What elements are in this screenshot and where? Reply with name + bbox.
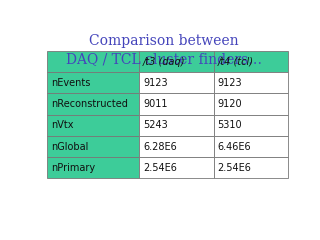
Text: nVtx: nVtx <box>51 120 74 130</box>
Bar <box>214 94 288 115</box>
Bar <box>139 51 214 72</box>
Bar <box>139 136 214 157</box>
Text: 9123: 9123 <box>143 78 168 88</box>
Bar <box>47 136 139 157</box>
Bar <box>139 157 214 179</box>
Bar <box>214 51 288 72</box>
Text: nEvents: nEvents <box>51 78 91 88</box>
Bar <box>214 157 288 179</box>
Bar <box>214 115 288 136</box>
Text: nGlobal: nGlobal <box>51 142 89 152</box>
Text: 9011: 9011 <box>143 99 167 109</box>
Bar <box>214 136 288 157</box>
Text: 9123: 9123 <box>217 78 242 88</box>
Bar <box>47 157 139 179</box>
Bar <box>47 72 139 94</box>
Text: 2.54E6: 2.54E6 <box>217 163 251 173</box>
Text: /t3 (daq): /t3 (daq) <box>143 57 185 67</box>
Bar <box>139 115 214 136</box>
Text: 6.28E6: 6.28E6 <box>143 142 177 152</box>
Bar <box>214 72 288 94</box>
Text: nReconstructed: nReconstructed <box>51 99 128 109</box>
Text: 2.54E6: 2.54E6 <box>143 163 177 173</box>
Text: 5243: 5243 <box>143 120 168 130</box>
Text: nPrimary: nPrimary <box>51 163 95 173</box>
Bar <box>139 94 214 115</box>
Text: 6.46E6: 6.46E6 <box>217 142 251 152</box>
Text: /t4 (tcl): /t4 (tcl) <box>217 57 253 67</box>
Bar <box>47 94 139 115</box>
Text: 5310: 5310 <box>217 120 242 130</box>
Bar <box>139 72 214 94</box>
Text: 9120: 9120 <box>217 99 242 109</box>
Bar <box>47 115 139 136</box>
Text: Comparison between
DAQ / TCL cluster finders…: Comparison between DAQ / TCL cluster fin… <box>66 34 262 66</box>
Bar <box>47 51 139 72</box>
